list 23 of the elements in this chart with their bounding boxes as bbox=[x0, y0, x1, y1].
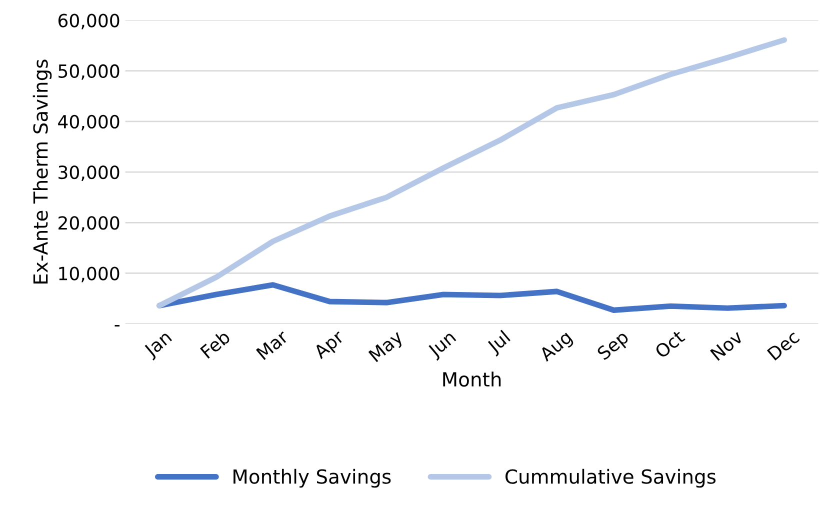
x-tick-label: Aug bbox=[538, 330, 575, 365]
legend-label: Cummulative Savings bbox=[506, 468, 716, 488]
x-tick-label: Mar bbox=[256, 329, 290, 360]
x-tick-label: Jan bbox=[142, 330, 174, 360]
y-tick-label: 20,000 bbox=[58, 216, 120, 232]
x-tick-label: Sep bbox=[596, 330, 632, 364]
y-axis-title: Ex-Ante Therm Savings bbox=[32, 60, 52, 284]
y-tick-label: 30,000 bbox=[58, 166, 120, 181]
y-tick-label: 60,000 bbox=[58, 14, 120, 30]
x-axis-title: Month bbox=[443, 372, 501, 387]
x-tick-label: May bbox=[368, 329, 406, 365]
x-tick-label: Nov bbox=[710, 329, 744, 361]
x-tick-label: Dec bbox=[766, 330, 800, 361]
y-tick-label: - bbox=[114, 325, 120, 326]
legend-label: Monthly Savings bbox=[234, 468, 391, 488]
x-tick-label: Jul bbox=[486, 330, 513, 357]
x-tick-label: Feb bbox=[200, 329, 231, 359]
y-tick-label: 50,000 bbox=[58, 64, 120, 80]
y-tick-label: 40,000 bbox=[58, 114, 120, 130]
x-tick-label: Jun bbox=[426, 330, 459, 361]
y-tick-label: 10,000 bbox=[59, 266, 120, 282]
x-tick-label: Oct bbox=[654, 329, 686, 359]
x-tick-label: Apr bbox=[312, 329, 348, 362]
